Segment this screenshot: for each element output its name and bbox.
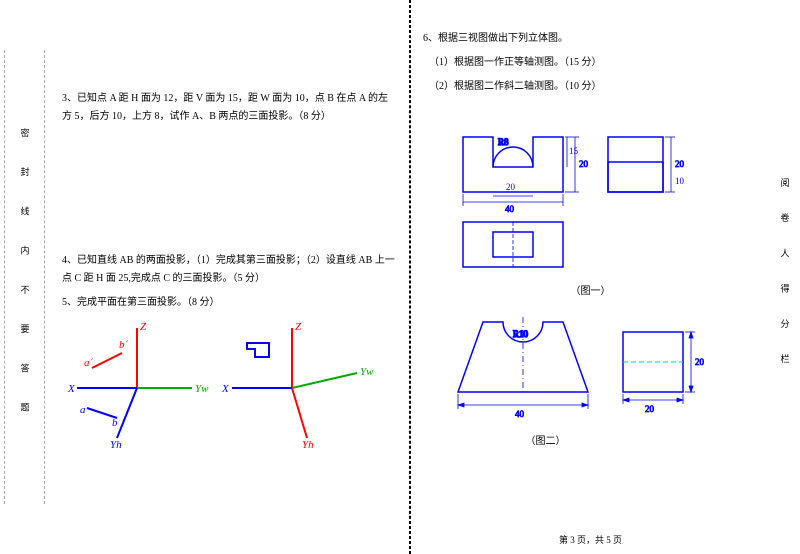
- axis-yh-label: Yh: [110, 439, 122, 448]
- binding-text-right: 阅 卷 人 得 分 栏: [779, 178, 792, 375]
- svg-text:10: 10: [675, 176, 685, 186]
- svg-text:Z: Z: [295, 321, 302, 333]
- svg-text:20: 20: [579, 159, 589, 169]
- binding-text-left: 密 封 线 内 不 要 答 题: [19, 128, 32, 426]
- svg-text:20: 20: [645, 404, 655, 414]
- question-4: 4、已知直线 AB 的两面投影，（1）完成其第三面投影；（2）设直线 AB 上一…: [62, 252, 397, 288]
- page-right: 6、根据三视图做出下列立体图。 （1）根据图一作正等轴测图。（15 分） （2）…: [410, 0, 770, 554]
- figure-2: R10 40 20 20: [423, 297, 723, 427]
- svg-text:a´: a´: [84, 357, 94, 369]
- question-6-2: （2）根据图二作斜二轴测图。（10 分）: [429, 78, 758, 96]
- svg-text:b: b: [112, 417, 118, 429]
- question-6-1: （1）根据图一作正等轴测图。（15 分）: [429, 54, 758, 72]
- binding-margin-left: 密 封 线 内 不 要 答 题: [0, 0, 50, 554]
- svg-text:20: 20: [675, 159, 685, 169]
- svg-text:15: 15: [569, 146, 579, 156]
- binding-margin-right: 阅 卷 人 得 分 栏: [770, 0, 800, 554]
- svg-text:Yh: Yh: [302, 439, 314, 448]
- svg-text:X: X: [221, 383, 230, 395]
- axis-z-label: Z: [140, 321, 147, 333]
- svg-text:R8: R8: [498, 137, 509, 147]
- svg-text:Yw: Yw: [360, 366, 374, 378]
- svg-text:20: 20: [695, 357, 705, 367]
- axis-diagrams: Z X Yw Yh a´ b´ a b Z X Yw Yh: [62, 318, 382, 448]
- axis-x-label: X: [67, 383, 76, 395]
- svg-text:40: 40: [505, 204, 515, 214]
- figure-1: R8 40 20 20 15 20 10: [423, 102, 723, 277]
- figure-2-label: （图二）: [333, 432, 758, 447]
- axis-yw-label: Yw: [195, 383, 209, 395]
- page-left: 3、已知点 A 距 H 面为 12，距 V 面为 15，距 W 面为 10，点 …: [50, 0, 410, 554]
- svg-text:20: 20: [506, 182, 516, 192]
- question-5: 5、完成平面在第三面投影。（8 分）: [62, 294, 397, 312]
- question-3: 3、已知点 A 距 H 面为 12，距 V 面为 15，距 W 面为 10，点 …: [62, 90, 397, 126]
- question-6: 6、根据三视图做出下列立体图。: [423, 30, 758, 48]
- svg-text:40: 40: [515, 409, 525, 419]
- svg-text:R10: R10: [513, 329, 529, 339]
- svg-text:a: a: [80, 404, 86, 416]
- svg-text:b´: b´: [119, 339, 129, 351]
- figure-1-label: （图一）: [423, 282, 758, 297]
- page-footer: 第 3 页，共 5 页: [411, 533, 770, 546]
